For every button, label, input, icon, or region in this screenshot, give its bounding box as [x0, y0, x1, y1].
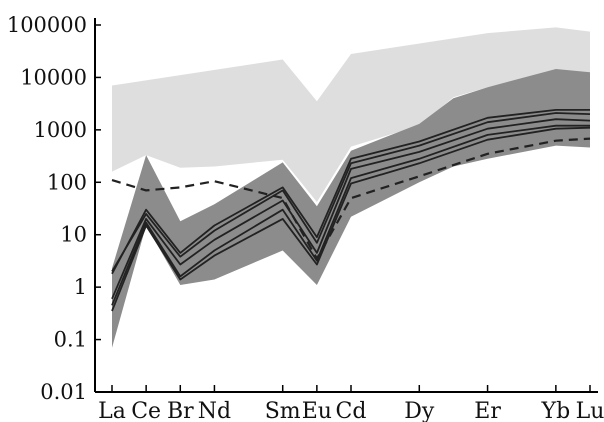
y-tick-label: 1000 — [34, 118, 87, 142]
dashed-series-line — [111, 137, 591, 260]
y-axis-ticks: 0.01 0.1 1 10 100 1000 10000 100000 — [7, 13, 101, 404]
x-tick-label-er: Er — [474, 399, 501, 422]
x-tick-label-eu: Eu — [302, 399, 332, 422]
x-tick-label-ce: Ce — [131, 399, 161, 422]
series-line-3 — [111, 118, 591, 300]
x-tick-label-pr: Br — [167, 399, 194, 422]
series-line-1 — [111, 109, 590, 275]
series-line-5 — [111, 126, 591, 312]
x-tick-label-sm: Sm — [265, 399, 301, 422]
x-tick-label-gd: Cd — [336, 399, 367, 422]
y-tick-label: 1 — [74, 275, 87, 299]
series-line-4 — [111, 124, 590, 306]
x-tick-label-yb: Yb — [541, 399, 571, 422]
y-tick-label: 10 — [60, 223, 87, 247]
x-tick-label-nd: Nd — [198, 399, 231, 422]
x-tick-label-dy: Dy — [404, 399, 435, 422]
light-field-band — [112, 27, 590, 203]
y-tick-label: 0.01 — [40, 380, 87, 404]
x-tick-label-lu: Lu — [576, 399, 604, 422]
axes — [94, 18, 598, 393]
dark-field-band — [112, 69, 590, 348]
x-tick-label-la: La — [98, 399, 126, 422]
y-tick-label: 100000 — [7, 13, 87, 37]
x-axis-ticks: La Ce Br Nd Sm Eu Cd Dy Er Yb Lu — [98, 385, 604, 422]
series-line-2 — [111, 112, 591, 272]
y-tick-label: 10000 — [20, 65, 87, 89]
field-bands — [112, 27, 590, 348]
y-tick-label: 0.1 — [54, 328, 87, 352]
series-lines — [111, 109, 591, 312]
y-tick-label: 100 — [47, 170, 87, 194]
